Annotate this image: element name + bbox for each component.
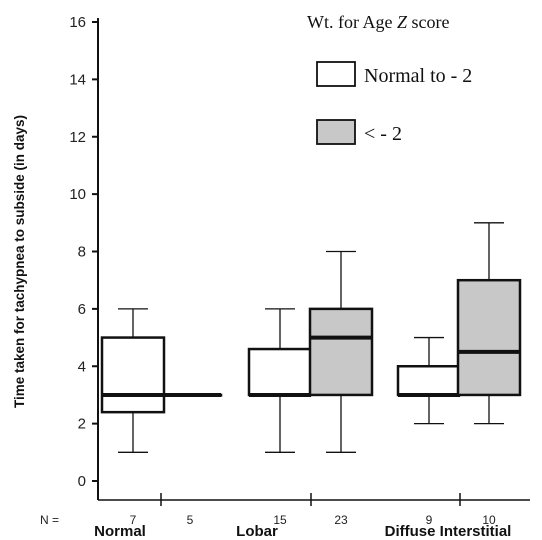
category-label: Diffuse Interstitial (385, 523, 512, 540)
n-count: 7 (130, 513, 137, 527)
legend-entry-label: Normal to - 2 (364, 65, 472, 87)
iqr-box (247, 347, 313, 397)
iqr-box (308, 307, 374, 397)
y-tick-label: 14 (69, 71, 86, 88)
legend-swatch (316, 61, 356, 87)
n-count: 23 (334, 513, 348, 527)
n-count: 10 (482, 513, 496, 527)
legend-entry-label: < - 2 (364, 123, 402, 145)
y-tick-label: 12 (69, 129, 86, 146)
iqr-box (100, 336, 166, 414)
y-tick-label: 4 (78, 358, 86, 375)
y-axis-title: Time taken for tachypnea to subside (in … (12, 115, 27, 408)
category-labels: Normal Lobar Diffuse Interstitial (94, 523, 511, 540)
legend-title: Wt. for Age Z score (307, 12, 449, 32)
n-count: 5 (187, 513, 194, 527)
box--2-diffuse-interstitial (456, 222, 522, 425)
y-tick-label: 16 (69, 14, 86, 31)
y-tick-label: 2 (78, 416, 86, 433)
iqr-box (456, 278, 522, 397)
iqr-box (396, 365, 462, 397)
boxes (100, 222, 522, 453)
n-count: 9 (426, 513, 433, 527)
legend: Wt. for Age Z score Normal to - 2 < - 2 (307, 12, 472, 145)
category-label: Lobar (236, 523, 278, 540)
box-normal-to-2-diffuse-interstitial (396, 336, 462, 425)
category-label: Normal (94, 523, 146, 540)
axes: 0 2 4 6 8 10 12 14 16 Time taken for tachypnea to… (12, 14, 530, 506)
sample-counts: 7 15 9 5 23 10 N = (40, 513, 496, 527)
y-tick-label: 6 (78, 301, 86, 318)
box-normal-to-2-normal (100, 308, 166, 453)
y-tick-label: 0 (78, 473, 86, 490)
y-tick-label: 10 (69, 186, 86, 203)
n-label: N = (40, 513, 59, 527)
box-normal-to-2-lobar (247, 308, 313, 453)
legend-swatch (316, 119, 356, 145)
box--2-lobar (308, 250, 374, 453)
box--2-normal (157, 392, 223, 397)
n-count: 15 (273, 513, 287, 527)
y-tick-label: 8 (78, 244, 86, 261)
